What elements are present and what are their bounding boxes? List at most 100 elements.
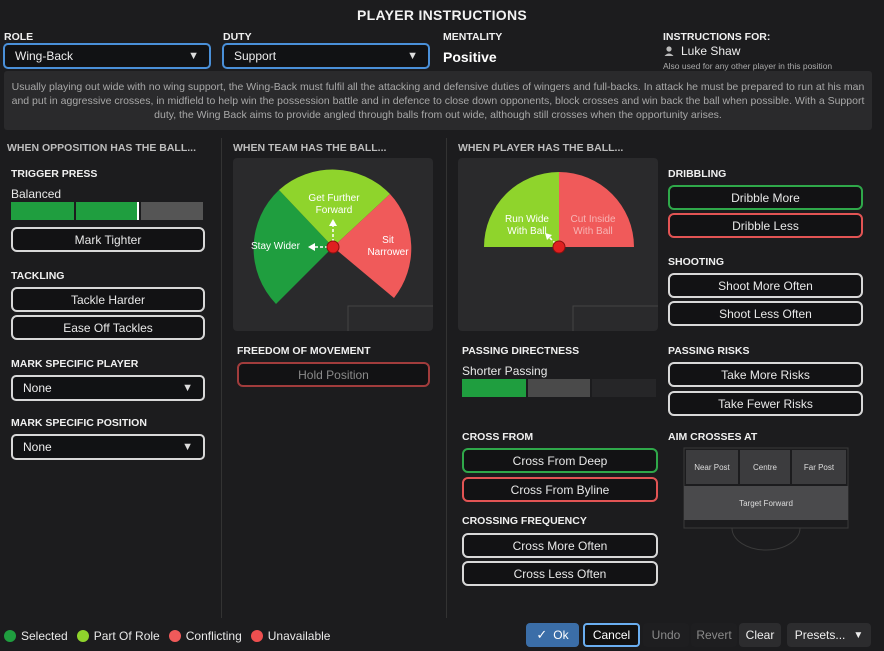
- stay-wider-label: Stay Wider: [251, 241, 300, 252]
- legend-conflicting: Conflicting: [185, 629, 242, 643]
- role-description: Usually playing out wide with no wing su…: [11, 81, 865, 121]
- chevron-down-icon: ▼: [407, 50, 418, 62]
- instructions-for-label: INSTRUCTIONS FOR:: [663, 31, 771, 43]
- dribbling-label: DRIBBLING: [668, 168, 727, 180]
- near-post-zone[interactable]: Near Post: [686, 450, 738, 484]
- cut-inside-label: Cut Inside With Ball: [570, 214, 616, 237]
- selected-dot-icon: [4, 630, 16, 642]
- presets-button[interactable]: Presets... ▼: [787, 623, 871, 647]
- arrow-head: [329, 219, 337, 226]
- mark-position-value: None: [23, 440, 52, 454]
- column-divider: [221, 138, 222, 618]
- mark-player-select[interactable]: None ▼: [11, 375, 205, 401]
- tackling-label: TACKLING: [11, 270, 65, 282]
- player-heading: WHEN PLAYER HAS THE BALL...: [458, 142, 624, 154]
- arrow-head: [545, 233, 552, 240]
- team-heading: WHEN TEAM HAS THE BALL...: [233, 142, 387, 154]
- tackle-harder-button[interactable]: Tackle Harder: [11, 287, 205, 312]
- legend: Selected Part Of Role Conflicting Unavai…: [4, 629, 330, 643]
- passing-directness-value: Shorter Passing: [462, 364, 548, 378]
- slider-segment: [141, 202, 203, 220]
- dribble-less-button[interactable]: Dribble Less: [668, 213, 863, 238]
- mark-tighter-button[interactable]: Mark Tighter: [11, 227, 205, 252]
- cut-inside-sector[interactable]: [559, 172, 634, 247]
- chevron-down-icon: ▼: [182, 441, 193, 453]
- sit-narrower-label: Sit Narrower: [367, 235, 409, 258]
- cancel-button[interactable]: Cancel: [583, 623, 640, 647]
- ease-off-tackles-button[interactable]: Ease Off Tackles: [11, 315, 205, 340]
- dribble-direction-dial: [484, 172, 658, 331]
- crossing-frequency-label: CROSSING FREQUENCY: [462, 515, 587, 527]
- target-forward-zone[interactable]: Target Forward: [684, 486, 848, 520]
- also-used-note: Also used for any other player in this p…: [663, 61, 833, 71]
- take-more-risks-button[interactable]: Take More Risks: [668, 362, 863, 387]
- clear-button[interactable]: Clear: [739, 623, 781, 647]
- trigger-press-label: TRIGGER PRESS: [11, 168, 98, 180]
- passing-risks-label: PASSING RISKS: [668, 345, 750, 357]
- cross-more-often-button[interactable]: Cross More Often: [462, 533, 658, 558]
- legend-selected: Selected: [21, 629, 68, 643]
- get-further-forward-sector[interactable]: [279, 169, 390, 247]
- mark-player-label: MARK SPECIFIC PLAYER: [11, 358, 139, 370]
- chevron-down-icon: ▼: [853, 629, 864, 641]
- trigger-press-value: Balanced: [11, 187, 62, 201]
- freedom-label: FREEDOM OF MOVEMENT: [237, 345, 371, 357]
- passing-directness-label: PASSING DIRECTNESS: [462, 345, 580, 357]
- duty-value: Support: [234, 49, 277, 63]
- revert-button[interactable]: Revert: [691, 623, 737, 647]
- column-divider: [446, 138, 447, 618]
- checkmark-icon: ✓: [536, 627, 548, 642]
- player-name: Luke Shaw: [681, 44, 741, 58]
- conflicting-dot-icon: [168, 630, 181, 642]
- mark-player-value: None: [23, 381, 52, 395]
- hold-position-button[interactable]: Hold Position: [237, 362, 430, 387]
- take-fewer-risks-button[interactable]: Take Fewer Risks: [668, 391, 863, 416]
- ok-button[interactable]: ✓ Ok: [526, 623, 579, 647]
- run-wide-label: Run Wide With Ball: [505, 214, 549, 237]
- slider-segment: [592, 379, 656, 397]
- chevron-down-icon: ▼: [182, 382, 193, 394]
- slider-segment: [528, 379, 590, 397]
- trigger-press-slider[interactable]: [11, 202, 203, 220]
- person-icon: [664, 46, 674, 56]
- stay-wider-sector[interactable]: [253, 190, 333, 304]
- duty-select[interactable]: Support ▼: [222, 43, 430, 69]
- cross-from-deep-button[interactable]: Cross From Deep: [462, 448, 658, 473]
- role-value: Wing-Back: [15, 49, 74, 63]
- centre-zone[interactable]: Centre: [740, 450, 790, 484]
- shoot-less-often-button[interactable]: Shoot Less Often: [668, 301, 863, 326]
- duty-label: DUTY: [223, 31, 252, 43]
- run-wide-sector[interactable]: [484, 172, 559, 247]
- dribble-more-button[interactable]: Dribble More: [668, 185, 863, 210]
- passing-directness-slider[interactable]: [462, 379, 656, 397]
- sit-narrower-sector[interactable]: [333, 194, 412, 298]
- pitch-box-line: [572, 305, 658, 331]
- ok-label: Ok: [553, 628, 569, 642]
- player-name-row: Luke Shaw: [663, 44, 740, 58]
- slider-segment: [11, 202, 74, 220]
- role-description-box: [4, 71, 872, 130]
- aim-crosses-pitch: Near Post Centre Far Post Target Forward: [668, 446, 868, 551]
- shoot-more-often-button[interactable]: Shoot More Often: [668, 273, 863, 298]
- slider-segment: [76, 202, 139, 220]
- legend-unavailable: Unavailable: [267, 629, 331, 643]
- pitch-box-line: [347, 305, 433, 331]
- aim-crosses-label: AIM CROSSES AT: [668, 431, 758, 443]
- presets-label: Presets...: [794, 628, 846, 642]
- arrow-head: [308, 243, 315, 251]
- cross-less-often-button[interactable]: Cross Less Often: [462, 561, 658, 586]
- legend-part-of-role: Part Of Role: [93, 629, 160, 643]
- player-position-marker: [326, 240, 340, 254]
- mark-position-label: MARK SPECIFIC POSITION: [11, 417, 147, 429]
- slider-segment: [462, 379, 526, 397]
- dribble-direction-panel: Run Wide With Ball Cut Inside With Ball: [458, 158, 658, 331]
- role-select[interactable]: Wing-Back ▼: [3, 43, 211, 69]
- far-post-zone[interactable]: Far Post: [792, 450, 846, 484]
- team-movement-panel: Get Further Forward Stay Wider Sit Narro…: [233, 158, 433, 331]
- undo-button[interactable]: Undo: [643, 623, 689, 647]
- get-further-forward-label: Get Further Forward: [308, 193, 360, 216]
- page-title: PLAYER INSTRUCTIONS: [356, 7, 528, 23]
- cross-from-byline-button[interactable]: Cross From Byline: [462, 477, 658, 502]
- slider-handle[interactable]: [137, 202, 139, 220]
- mark-position-select[interactable]: None ▼: [11, 434, 205, 460]
